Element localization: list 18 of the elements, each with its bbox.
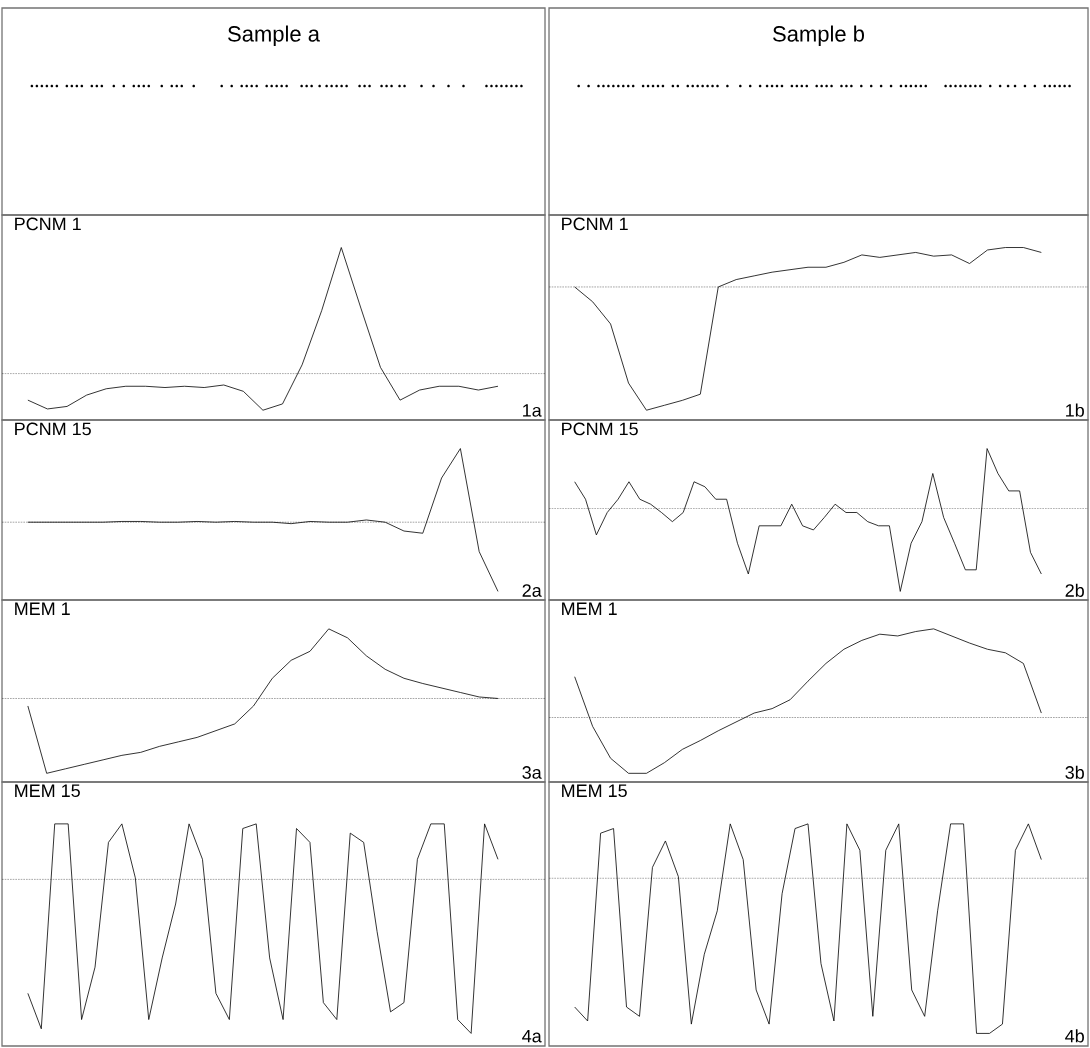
- text: 1a: [523, 404, 542, 417]
- text: 3a: [522, 766, 542, 779]
- text: Sample b: [773, 25, 865, 47]
- text: 3b: [1065, 765, 1084, 779]
- chart-title: PCNM 15: [15, 422, 91, 436]
- chart-title: MEM 1: [15, 602, 70, 615]
- text: Sample a: [228, 25, 320, 47]
- text: 1b: [1066, 403, 1084, 417]
- chart-title: MEM 1: [562, 602, 617, 615]
- text: 2b: [1065, 583, 1084, 597]
- chart-title: PCNM 1: [562, 217, 628, 231]
- text: 4a: [522, 1029, 542, 1043]
- chart-title: PCNM 15: [562, 422, 638, 436]
- chart-title: MEM 15: [15, 784, 80, 798]
- text: 2a: [522, 584, 542, 597]
- text: 4b: [1065, 1029, 1084, 1043]
- chart-title: MEM 15: [562, 784, 627, 798]
- chart-title: PCNM 1: [15, 217, 81, 231]
